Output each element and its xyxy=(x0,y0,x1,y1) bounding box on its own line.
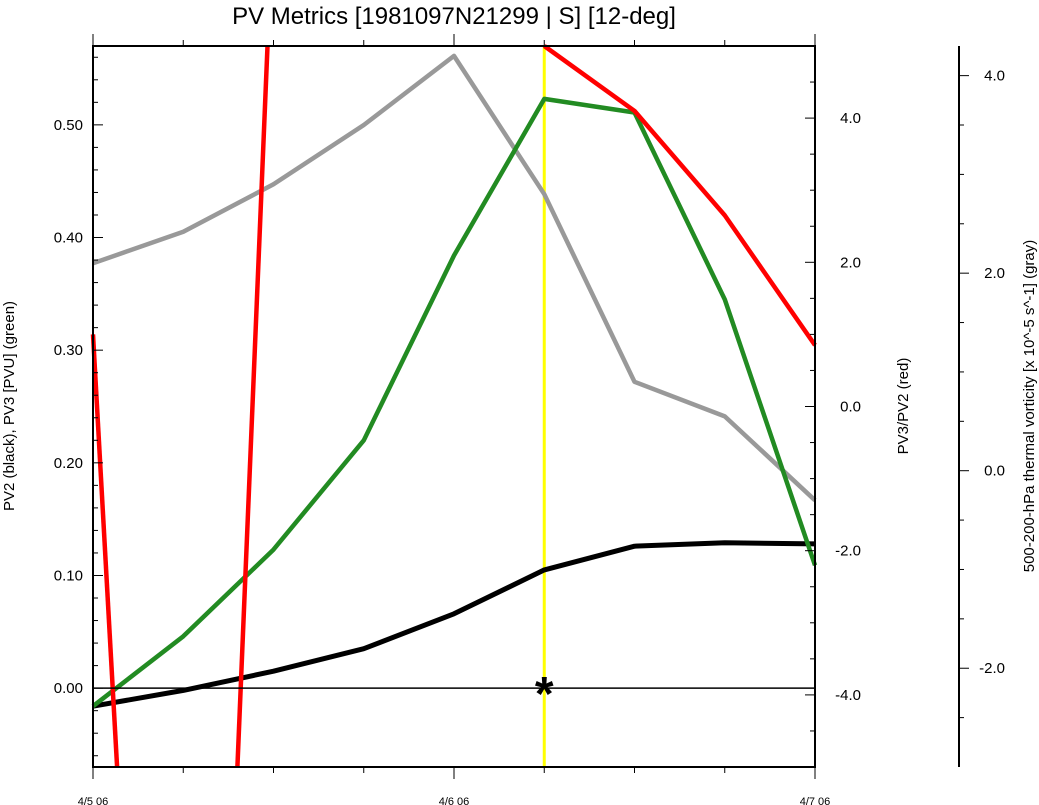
series-line xyxy=(235,45,270,768)
y-right-red-tick-label: 0.0 xyxy=(840,399,861,416)
y-left-tick-label: 0.50 xyxy=(54,117,83,134)
series-line xyxy=(542,44,817,347)
tick-layer: 0.00 0.10 0.20 0.30 0.40 0.50 4.0 2.0 0.0 -2.0 -4.… xyxy=(54,34,1005,805)
y-right-red-tick-label: -4.0 xyxy=(835,687,861,704)
y-right-red-axis-title: PV3/PV2 (red) xyxy=(895,358,912,455)
series-line xyxy=(90,334,120,768)
y-right-gray-tick-label: 2.0 xyxy=(984,265,1005,282)
y-right-red-tick-label: -2.0 xyxy=(835,543,861,560)
y-right-gray-axis-title: 500-200-hPa thermal vorticity [x 10^-5 s… xyxy=(1021,240,1038,573)
plot-frame xyxy=(92,45,816,768)
y-right-gray-tick-label: 0.0 xyxy=(984,463,1005,480)
x-tick-label: 4/7 06 xyxy=(800,796,831,805)
series-line xyxy=(92,53,817,502)
x-tick-label: 4/5 06 xyxy=(78,796,109,805)
series-line xyxy=(91,96,818,708)
y-left-tick-label: 0.30 xyxy=(54,342,83,359)
y-left-axis-title: PV2 (black), PV3 [PVU] (green) xyxy=(1,301,18,511)
y-left-tick-label: 0.00 xyxy=(54,680,83,697)
y-left-tick-label: 0.20 xyxy=(54,455,83,472)
series-line xyxy=(92,540,816,709)
y-left-tick-label: 0.40 xyxy=(54,230,83,247)
y-right-red-tick-label: 2.0 xyxy=(840,254,861,271)
y-left-tick-label: 0.10 xyxy=(54,567,83,584)
x-tick-label: 4/6 06 xyxy=(439,796,470,805)
y-right-red-tick-label: 4.0 xyxy=(840,110,861,127)
series-layer xyxy=(90,44,818,768)
marker-asterisk: * xyxy=(535,668,554,721)
y-right-gray-tick-label: 4.0 xyxy=(984,68,1005,85)
chart-title: PV Metrics [1981097N21299 | S] [12-deg] xyxy=(232,3,676,30)
y-right-gray-tick-label: -2.0 xyxy=(979,660,1005,677)
